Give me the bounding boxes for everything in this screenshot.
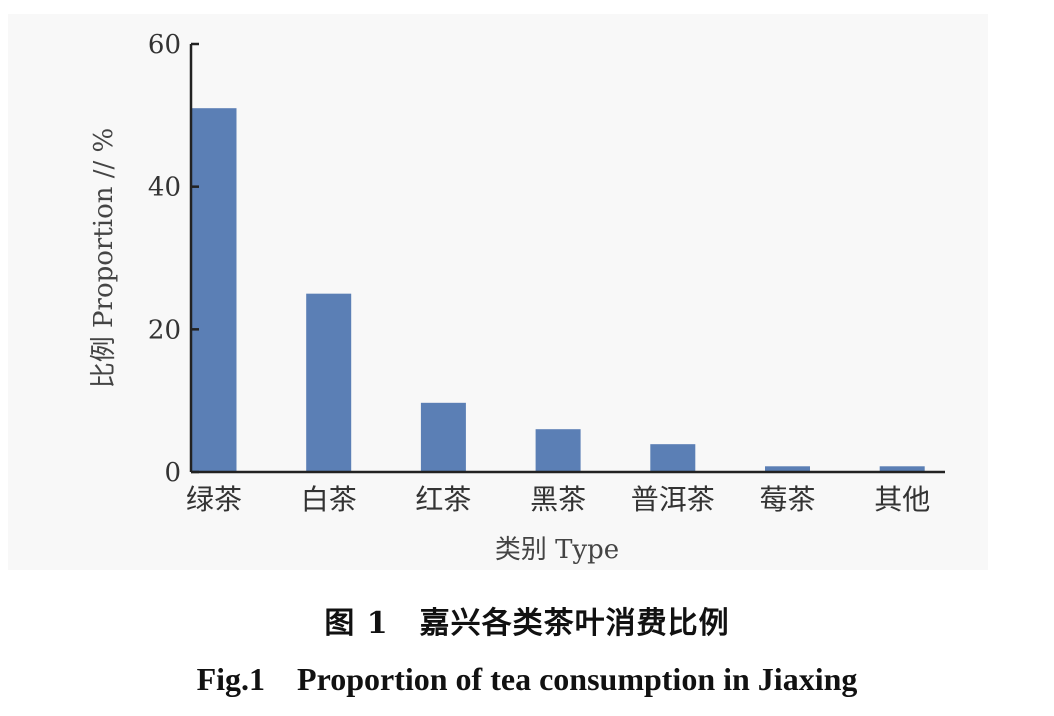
x-tick-label-2: 红茶 [415, 483, 471, 516]
bars-group [191, 108, 925, 472]
x-axis-title: 类别 Type [495, 535, 619, 565]
figure-caption-english: Fig.1 Proportion of tea consumption in J… [196, 661, 858, 697]
y-tick-label-3: 60 [148, 30, 181, 60]
axes-group [189, 42, 945, 474]
figure-caption-chinese: 图 1 嘉兴各类茶叶消费比例 [324, 606, 730, 641]
x-tick-label-3: 黑茶 [530, 483, 586, 516]
y-tick-label-2: 40 [148, 173, 181, 203]
y-tick-label-0: 0 [164, 458, 181, 488]
x-tick-label-4: 普洱茶 [631, 483, 715, 516]
bar-2 [420, 402, 466, 472]
labels-group: 绿茶 白茶 红茶 黑茶 普洱茶 莓茶 其他 0 20 40 60 类别 Type 比例 Proporti… [89, 30, 930, 565]
x-tick-label-6: 其他 [874, 483, 930, 516]
bar-chart: 绿茶 白茶 红茶 黑茶 普洱茶 莓茶 其他 0 20 40 60 类别 Type 比例 Proporti… [89, 30, 945, 565]
bar-1 [306, 293, 352, 472]
plot-panel [8, 14, 988, 570]
bar-0 [191, 108, 237, 472]
bar-5 [765, 466, 810, 472]
x-tick-label-0: 绿茶 [186, 483, 242, 516]
y-tick-label-1: 20 [148, 315, 181, 345]
y-axis-title: 比例 Proportion // % [89, 128, 119, 388]
bar-4 [650, 444, 696, 472]
x-tick-label-5: 莓茶 [759, 483, 815, 516]
bar-3 [535, 429, 581, 472]
x-tick-label-1: 白茶 [301, 483, 357, 516]
bar-6 [879, 466, 925, 472]
